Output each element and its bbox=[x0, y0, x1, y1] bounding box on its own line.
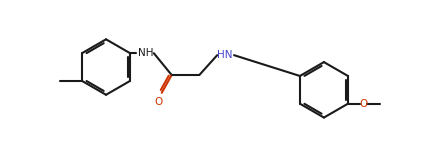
Text: NH: NH bbox=[138, 48, 153, 58]
Text: O: O bbox=[155, 97, 163, 107]
Text: O: O bbox=[360, 99, 368, 109]
Text: HN: HN bbox=[217, 50, 233, 60]
